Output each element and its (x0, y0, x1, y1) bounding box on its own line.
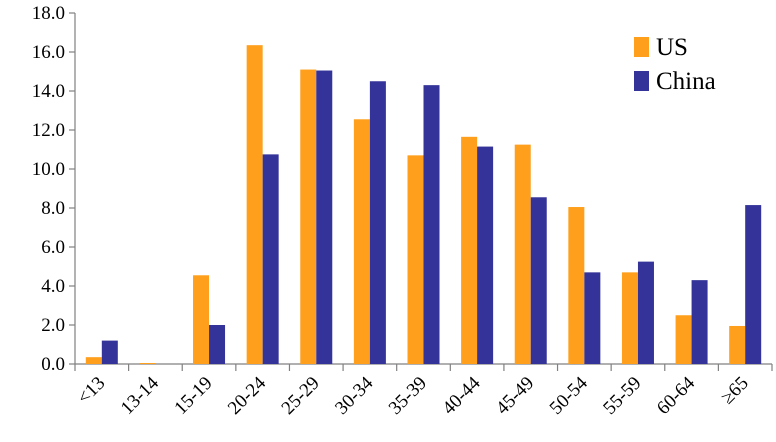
bar-us-8 (514, 144, 531, 364)
x-tick-label: 25-29 (278, 373, 324, 419)
bar-china-6 (423, 85, 440, 365)
bar-us-3 (246, 45, 263, 365)
x-tick-label: 60-64 (653, 372, 700, 419)
y-tick-label: 10.0 (32, 159, 65, 180)
bar-china-11 (691, 280, 708, 364)
x-tick-label: 30-34 (331, 372, 378, 419)
bar-us-5 (353, 119, 370, 365)
bar-us-11 (675, 315, 692, 364)
bar-china-7 (477, 146, 494, 364)
bar-china-0 (101, 340, 118, 364)
x-tick-label: 15-19 (170, 373, 216, 419)
x-tick-label: <13 (73, 373, 109, 409)
bar-china-12 (745, 205, 762, 364)
legend: US China (634, 34, 716, 95)
bar-us-1 (139, 363, 156, 364)
y-tick-label: 0.0 (41, 354, 65, 375)
legend-label-us: US (656, 34, 688, 61)
y-tick-label: 16.0 (32, 42, 65, 63)
bar-china-9 (584, 272, 601, 364)
bar-us-9 (568, 207, 585, 364)
bar-us-0 (85, 357, 102, 364)
x-tick-label: 50-54 (546, 372, 593, 419)
y-tick-label: 8.0 (41, 198, 65, 219)
x-axis: <13 13-14 15-19 20-24 25-29 30-34 35-39 40-44 45… (73, 363, 773, 419)
x-tick-label: 20-24 (224, 372, 271, 419)
bar-us-10 (621, 272, 638, 364)
y-tick-label: 14.0 (32, 81, 65, 102)
y-tick-label: 4.0 (41, 276, 65, 297)
x-tick-label: 45-49 (492, 373, 538, 419)
x-tick-label: ≥65 (717, 373, 753, 409)
bar-us-2 (193, 275, 210, 364)
y-tick-label: 6.0 (41, 237, 65, 258)
bar-us-4 (300, 69, 317, 365)
bar-china-5 (369, 81, 386, 364)
bar-us-6 (407, 155, 424, 364)
y-axis: 0.0 2.0 4.0 6.0 8.0 10.0 12.0 14.0 16.0 18.0 (32, 3, 76, 375)
legend-swatch-us (634, 37, 649, 57)
legend-label-china: China (656, 68, 716, 95)
y-tick-label: 12.0 (32, 120, 65, 141)
bar-china-4 (316, 70, 333, 365)
bar-us-7 (461, 136, 478, 364)
y-tick-label: 2.0 (41, 315, 65, 336)
x-tick-label: 13-14 (117, 372, 164, 419)
bars (85, 45, 762, 365)
x-tick-label: 35-39 (385, 373, 431, 419)
legend-swatch-china (634, 71, 649, 91)
bar-china-10 (637, 261, 654, 364)
bar-china-2 (209, 325, 226, 364)
bar-us-12 (729, 325, 746, 364)
x-tick-label: 40-44 (438, 372, 485, 419)
y-tick-label: 18.0 (32, 3, 65, 24)
bar-china-8 (530, 197, 547, 364)
bar-china-3 (262, 154, 279, 364)
x-tick-label: 55-59 (599, 373, 645, 419)
